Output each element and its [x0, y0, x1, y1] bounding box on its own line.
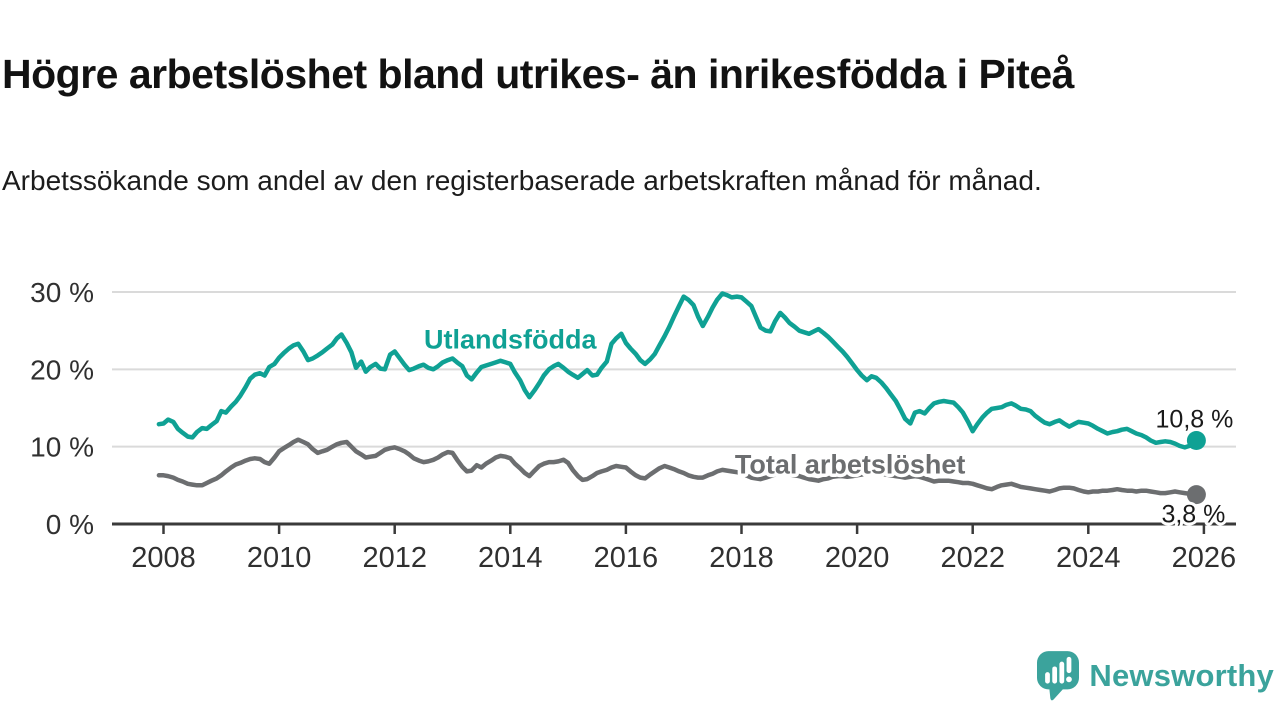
series-end-dot: [1186, 430, 1206, 450]
x-tick-label-2022: 2022: [940, 542, 1005, 574]
x-tick-label-2008: 2008: [131, 542, 196, 574]
end-value-label: 10,8 %: [1156, 405, 1234, 433]
y-tick-label-0: 0 %: [46, 509, 94, 540]
x-tick-label-2018: 2018: [709, 542, 774, 574]
series-end-dot: [1186, 485, 1206, 505]
y-tick-label-20: 20 %: [30, 354, 94, 385]
brand-name: Newsworthy: [1089, 658, 1274, 693]
x-tick-label-2026: 2026: [1172, 542, 1237, 574]
unemployment-line-chart: 0 % 10 % 20 % 30 % 2008 2010 2012 2014 2016 2018 2…: [30, 277, 1237, 574]
series-label: Utlandsfödda: [424, 324, 597, 354]
x-tick-label-2024: 2024: [1056, 542, 1121, 574]
x-tick-label-2010: 2010: [247, 542, 312, 574]
series-line-total-arbetsl-shet: [156, 437, 1199, 497]
newsworthy-logo: Newsworthy: [1037, 650, 1274, 702]
series-line-utlandsf-dda: [156, 291, 1199, 450]
end-value-label: 3,8 %: [1161, 501, 1225, 529]
series-label: Total arbetslöshet: [735, 450, 966, 480]
x-tick-label-2014: 2014: [478, 542, 543, 574]
x-tick-label-2016: 2016: [594, 542, 659, 574]
y-tick-label-10: 10 %: [30, 432, 94, 463]
page-title: Högre arbetslöshet bland utrikes- än inr…: [2, 51, 1074, 98]
newsworthy-speech-bubble-icon: [1037, 651, 1080, 701]
x-tick-label-2012: 2012: [362, 542, 427, 574]
y-tick-label-30: 30 %: [30, 277, 94, 308]
x-tick-label-2020: 2020: [825, 542, 890, 574]
bar-chart-exclamation-glyph: [1045, 656, 1073, 684]
page-subtitle: Arbetssökande som andel av den registerb…: [2, 165, 1042, 196]
speech-bubble-shape: [1037, 651, 1080, 701]
